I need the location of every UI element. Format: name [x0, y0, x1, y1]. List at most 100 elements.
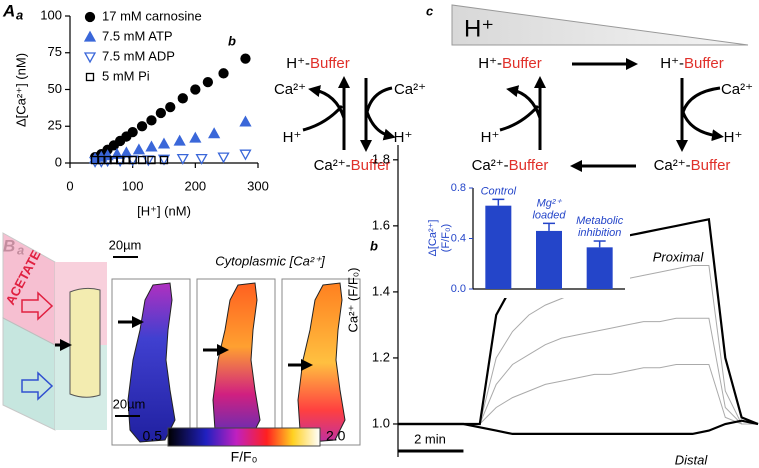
- marker: [177, 93, 188, 104]
- legend-marker: [84, 11, 96, 23]
- marker: [190, 84, 201, 95]
- marker: [132, 143, 146, 155]
- ion-label: H⁺: [394, 129, 413, 146]
- marker: [103, 155, 112, 165]
- panel-label: A: [2, 1, 15, 20]
- bar: [485, 205, 512, 289]
- buffer: Buffer: [509, 157, 549, 174]
- ion-label: Ca²⁺: [721, 81, 753, 98]
- control-arrow: [21, 371, 54, 401]
- cell-schematic: [69, 287, 101, 398]
- marker: [136, 121, 148, 132]
- y-tick-label: 50: [48, 81, 62, 96]
- marker: [165, 101, 176, 113]
- y-axis-label: (F/F₀): [440, 224, 452, 252]
- y-tick-label: 1.2: [372, 349, 390, 364]
- arrow: [365, 86, 393, 113]
- ion-label: H⁺: [481, 129, 500, 146]
- y-tick-label: 1.4: [372, 283, 390, 298]
- buffer: Buffer: [684, 55, 724, 72]
- marker: [239, 115, 252, 127]
- arrow: [365, 111, 396, 141]
- marker: [159, 155, 169, 165]
- scale-label: 20µm: [109, 237, 142, 252]
- y-axis-label: Ca²⁺ (F/F₀): [345, 268, 360, 333]
- legend-marker: [83, 30, 97, 42]
- colorbar-tick-label: 0.5: [143, 428, 163, 444]
- arrow: [308, 85, 346, 119]
- marker: [157, 137, 171, 149]
- buffer: Buffer: [691, 157, 731, 174]
- buffer: Buffer: [310, 55, 350, 72]
- y-axis-label: Δ[Ca²⁺] (nM): [13, 53, 28, 127]
- marker: [122, 155, 131, 165]
- marker: [217, 152, 230, 164]
- marker: [147, 155, 156, 165]
- legend-label: 7.5 mM ATP: [102, 28, 173, 43]
- x-tick-label: 100: [122, 178, 144, 193]
- legend-label: 5 mM Pi: [102, 68, 150, 83]
- node-label: H⁺-Buffer: [660, 55, 724, 72]
- species: H⁺-: [286, 55, 310, 72]
- marker: [218, 68, 229, 79]
- diagram-b: H⁺-Buffer Ca²⁺-Buffer Ca²⁺ Ca²⁺ H⁺ H⁺: [274, 55, 426, 174]
- y-tick-label: 0.8: [451, 182, 466, 194]
- trace: [398, 419, 759, 435]
- y-tick-label: 0.4: [451, 232, 466, 244]
- trace-label: Proximal: [653, 249, 705, 264]
- acetate-arrow: [21, 291, 54, 321]
- marker: [120, 146, 133, 158]
- arrow: [681, 86, 721, 113]
- category-label: inhibition: [578, 227, 621, 239]
- gradient-label: H⁺: [464, 15, 494, 42]
- species: H⁺-: [660, 55, 684, 72]
- panel-label: c: [426, 3, 434, 18]
- marker: [155, 107, 167, 119]
- marker: [90, 155, 100, 165]
- category-label: Mg²⁺: [537, 197, 563, 209]
- gradient-wedge: [451, 4, 749, 46]
- y-tick-label: 0: [55, 154, 62, 169]
- species: H⁺-: [478, 55, 502, 72]
- marker: [176, 153, 189, 165]
- panel-label: b: [228, 33, 236, 48]
- ion-label: Ca²⁺: [394, 81, 426, 98]
- y-tick-label: 1.0: [372, 415, 390, 430]
- y-tick-label: 0.0: [451, 283, 466, 295]
- x-tick-label: 300: [247, 178, 269, 193]
- marker: [202, 77, 214, 88]
- panel-label: a: [16, 7, 23, 22]
- bar: [536, 230, 562, 289]
- buffer: Buffer: [351, 157, 391, 174]
- intermediate-trace: [398, 364, 758, 425]
- species: Ca²⁺-: [654, 157, 691, 174]
- marker: [109, 155, 119, 165]
- ion-label: H⁺: [724, 129, 743, 146]
- node-label: H⁺-Buffer: [286, 55, 350, 72]
- category-label: Metabolic: [576, 215, 624, 227]
- category-label: Control: [481, 185, 517, 197]
- marker: [173, 134, 186, 146]
- colorbar-tick-label: 2.0: [326, 428, 346, 444]
- buffer: Buffer: [502, 55, 542, 72]
- ion-label: H⁺: [283, 129, 302, 146]
- marker: [146, 115, 157, 126]
- arrow: [499, 105, 540, 132]
- marker: [195, 153, 208, 165]
- scale-label: 2 min: [414, 431, 446, 446]
- node-label: Ca²⁺-Buffer: [314, 157, 391, 174]
- legend-label: 17 mM carnosine: [102, 8, 202, 23]
- arrow: [681, 111, 724, 142]
- marker: [145, 140, 158, 152]
- category-label: loaded: [532, 209, 566, 221]
- species: Ca²⁺-: [472, 157, 509, 174]
- ion-label: Ca²⁺: [274, 81, 306, 98]
- colorbar-label: F/F₀: [231, 449, 258, 465]
- image-title: Cytoplasmic [Ca²⁺]: [215, 253, 325, 268]
- arrow: [302, 105, 344, 132]
- node-label: H⁺-Buffer: [478, 55, 542, 72]
- colorbar: [167, 427, 321, 447]
- marker: [189, 131, 202, 143]
- bar: [586, 247, 613, 289]
- marker: [115, 155, 125, 165]
